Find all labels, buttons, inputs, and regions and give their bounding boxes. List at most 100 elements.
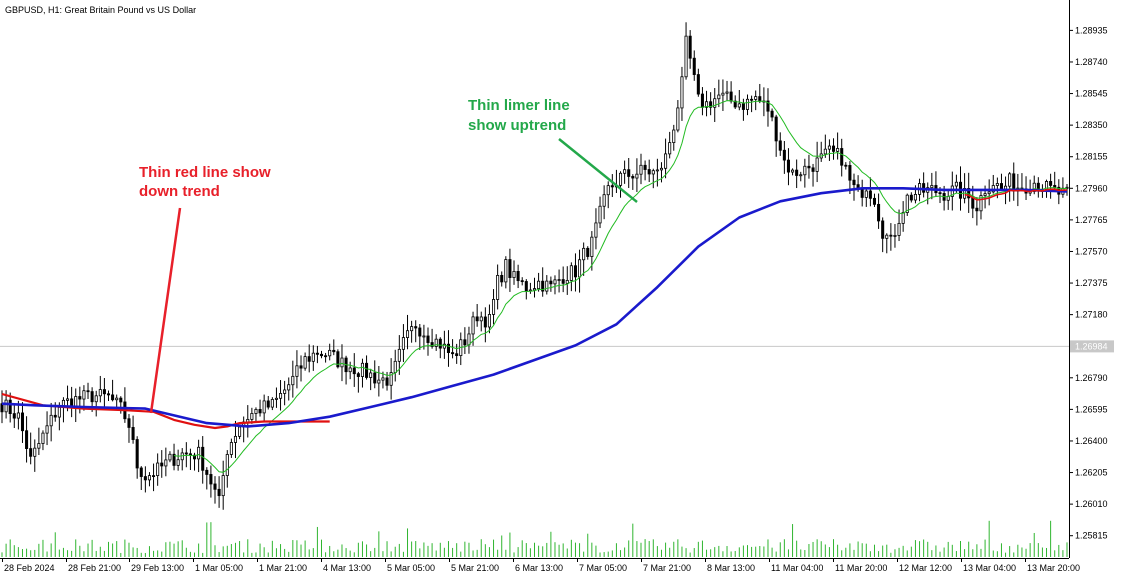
candle-body-up xyxy=(471,316,475,335)
candle-body-down xyxy=(778,140,782,151)
candle-body-down xyxy=(135,439,139,469)
candle-body-down xyxy=(451,352,455,355)
candle-body-down xyxy=(319,353,324,357)
candle-body-down xyxy=(999,183,1003,190)
candle-body-down xyxy=(111,394,115,401)
annotations: Thin red line show down trend Thin limer l… xyxy=(139,97,638,414)
candle-body-up xyxy=(221,475,225,497)
candle-body-up xyxy=(803,165,807,176)
candle-body-up xyxy=(94,395,98,403)
candle-body-up xyxy=(930,185,934,189)
candle-body-down xyxy=(414,326,418,329)
candle-body-down xyxy=(971,197,975,209)
candle-body-up xyxy=(434,338,438,347)
candle-body-up xyxy=(487,314,491,328)
candle-body-up xyxy=(791,169,795,173)
candle-body-up xyxy=(238,426,242,437)
candle-body-up xyxy=(311,352,315,362)
candle-body-down xyxy=(315,352,319,355)
candle-body-up xyxy=(1004,185,1008,190)
price-tick-label: 1.28545 xyxy=(1075,89,1108,99)
candle-body-up xyxy=(270,399,274,408)
candle-body-up xyxy=(49,414,53,427)
candle-body-up xyxy=(602,194,606,207)
candle-body-up xyxy=(393,360,397,373)
candle-body-up xyxy=(864,190,868,198)
candle-body-down xyxy=(586,247,590,257)
candle-body-down xyxy=(750,98,754,101)
candle-body-down xyxy=(127,418,131,428)
candle-body-down xyxy=(446,343,451,353)
candle-body-down xyxy=(324,355,328,358)
candle-body-up xyxy=(680,76,684,109)
candle-body-up xyxy=(705,101,709,108)
candle-body-up xyxy=(381,377,385,381)
candle-body-up xyxy=(979,195,983,212)
current-price-box xyxy=(1070,340,1114,353)
candle-body-up xyxy=(512,271,516,278)
candle-body-up xyxy=(1008,173,1012,187)
candle-body-down xyxy=(78,396,82,400)
candle-body-up xyxy=(954,181,958,187)
price-tick-label: 1.28740 xyxy=(1075,57,1108,67)
candle-body-down xyxy=(631,176,635,179)
candle-body-down xyxy=(840,148,844,166)
candle-body-up xyxy=(405,330,410,338)
candle-body-up xyxy=(467,333,471,346)
time-tick-label: 7 Mar 05:00 xyxy=(579,563,627,573)
candle-body-up xyxy=(479,316,483,322)
candle-body-up xyxy=(369,372,373,378)
price-tick-label: 1.27180 xyxy=(1075,310,1108,320)
candle-body-down xyxy=(500,275,504,283)
candle-body-up xyxy=(799,174,803,177)
candle-body-up xyxy=(995,183,999,186)
candle-body-up xyxy=(672,129,676,143)
candle-body-up xyxy=(303,356,307,369)
candle-body-up xyxy=(623,169,627,174)
candle-body-up xyxy=(664,153,668,169)
candle-body-down xyxy=(877,203,881,222)
candle-body-up xyxy=(115,397,119,401)
candle-body-down xyxy=(29,448,33,457)
candle-body-up xyxy=(164,459,168,467)
candle-body-up xyxy=(737,103,741,108)
candle-body-up xyxy=(659,167,664,171)
candle-body-down xyxy=(90,391,94,403)
red-ma-line-tail xyxy=(964,188,1068,201)
green-fast-ma-line xyxy=(173,100,1068,473)
candle-body-up xyxy=(893,234,897,237)
candle-body-up xyxy=(827,145,831,150)
candle-body-up xyxy=(422,335,426,338)
candle-body-up xyxy=(987,191,991,195)
candle-body-down xyxy=(209,474,213,485)
candle-body-up xyxy=(328,349,332,357)
candle-body-up xyxy=(98,389,102,397)
candle-body-up xyxy=(287,384,291,391)
candle-body-down xyxy=(692,57,696,75)
candle-body-up xyxy=(492,299,496,315)
candle-body-up xyxy=(913,194,917,201)
volume-histogram xyxy=(1,520,1068,557)
time-tick-label: 4 Mar 13:00 xyxy=(323,563,371,573)
candle-body-down xyxy=(20,412,25,432)
candle-body-down xyxy=(770,110,774,118)
candle-body-down xyxy=(688,35,692,59)
annotation-green-text: show uptrend xyxy=(468,117,566,134)
time-tick-label: 28 Feb 21:00 xyxy=(68,563,121,573)
time-tick-label: 8 Mar 13:00 xyxy=(707,563,755,573)
candle-body-up xyxy=(569,265,573,281)
candle-body-down xyxy=(463,339,467,346)
candle-body-up xyxy=(668,142,672,155)
candle-body-down xyxy=(299,365,303,369)
candle-body-up xyxy=(250,413,254,420)
price-tick-label: 1.27375 xyxy=(1075,278,1108,288)
candle-body-down xyxy=(12,413,16,419)
annotation-green-arrow xyxy=(558,138,638,203)
candle-body-up xyxy=(496,275,500,300)
candle-body-down xyxy=(418,327,422,337)
candle-body-down xyxy=(131,427,135,440)
candle-body-up xyxy=(537,280,541,289)
time-axis-labels: 28 Feb 2024 28 Feb 21:00 29 Feb 13:00 1 Mar… xyxy=(2,558,1080,573)
candle-body-down xyxy=(975,207,979,212)
